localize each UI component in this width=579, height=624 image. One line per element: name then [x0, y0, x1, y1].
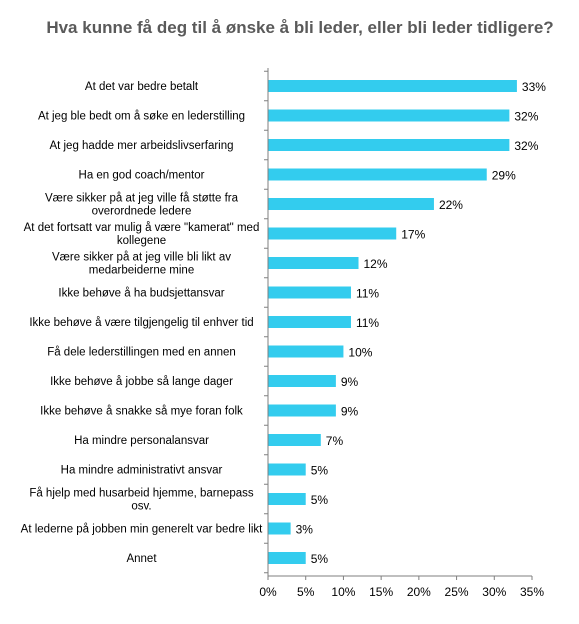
category-label: At jeg ble bedt om å søke en lederstilli…	[38, 111, 245, 123]
value-label: 10%	[348, 346, 372, 360]
bar	[268, 316, 351, 328]
category-label: At det fortsatt var mulig å være "kamera…	[24, 222, 260, 247]
bar	[268, 80, 517, 92]
category-label: Få hjelp med husarbeid hjemme, barnepass…	[29, 488, 254, 513]
category-label: At lederne på jobben min generelt var be…	[21, 524, 263, 536]
bar	[268, 286, 351, 299]
bar	[268, 552, 306, 564]
x-tick-label: 35%	[520, 585, 544, 599]
value-label: 5%	[311, 552, 329, 566]
bar	[268, 109, 510, 122]
category-label: Få dele lederstillingen med en annen	[47, 347, 236, 359]
value-label: 33%	[522, 80, 546, 94]
category-label: Være sikker på at jeg ville få støtte fr…	[45, 193, 239, 218]
value-label: 17%	[401, 228, 425, 242]
bar	[268, 375, 336, 387]
value-label: 9%	[341, 405, 359, 419]
category-label: At det var bedre betalt	[85, 81, 199, 93]
category-label: Annet	[126, 553, 157, 565]
category-label: Ikke behøve å jobbe så lange dager	[50, 376, 233, 388]
bar	[268, 227, 397, 240]
bar	[268, 434, 321, 446]
value-label: 32%	[514, 139, 538, 153]
value-label: 11%	[356, 287, 379, 301]
x-tick-label: 25%	[445, 585, 469, 599]
bar	[268, 198, 434, 210]
value-label: 5%	[311, 464, 329, 478]
category-label: Ha en god coach/mentor	[79, 170, 205, 182]
bar	[268, 522, 291, 535]
value-label: 12%	[364, 257, 388, 271]
chart-title: Hva kunne få deg til å ønske å bli leder…	[46, 18, 554, 37]
value-label: 9%	[341, 375, 359, 389]
x-tick-label: 0%	[259, 585, 277, 599]
x-tick-label: 10%	[331, 585, 355, 599]
value-label: 3%	[296, 523, 314, 537]
category-label: Ikke behøve å snakke så mye foran folk	[40, 406, 243, 418]
bar	[268, 404, 336, 417]
x-tick-label: 5%	[297, 585, 315, 599]
bar	[268, 463, 306, 476]
x-tick-label: 15%	[369, 585, 393, 599]
value-label: 29%	[492, 169, 516, 183]
value-label: 5%	[311, 493, 329, 507]
category-label: Ikke behøve å være tilgjengelig til enhv…	[29, 317, 253, 329]
bar	[268, 345, 344, 358]
value-label: 11%	[356, 316, 379, 330]
value-label: 22%	[439, 198, 463, 212]
category-label: Være sikker på at jeg ville bli likt av m…	[52, 252, 231, 277]
bar	[268, 257, 359, 269]
category-label: Ha mindre administrativt ansvar	[61, 465, 223, 477]
x-tick-label: 30%	[482, 585, 506, 599]
bar	[268, 168, 487, 181]
category-label: Ikke behøve å ha budsjettansvar	[58, 288, 224, 300]
value-label: 7%	[326, 434, 344, 448]
x-tick-label: 20%	[407, 585, 431, 599]
bar	[268, 493, 306, 505]
category-label: Ha mindre personalansvar	[74, 435, 209, 447]
value-label: 32%	[514, 110, 538, 124]
category-label: At jeg hadde mer arbeidslivserfaring	[49, 140, 233, 152]
bar	[268, 139, 510, 151]
